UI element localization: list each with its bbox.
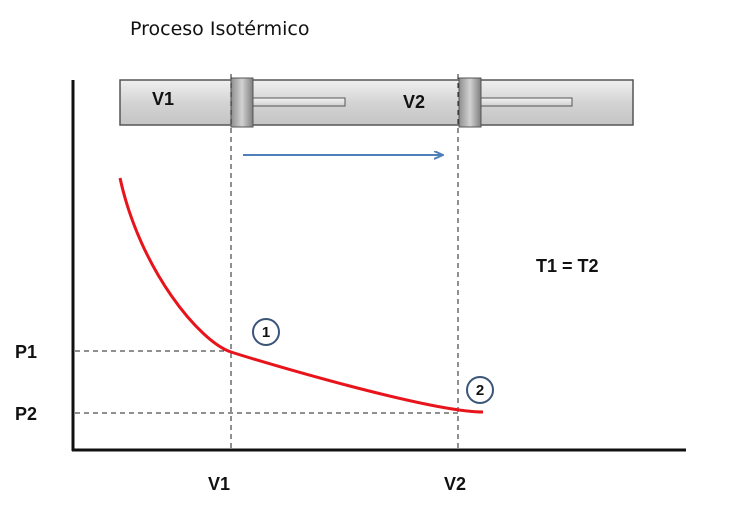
cylinder-volume-2-label: V2: [403, 92, 426, 112]
piston-2: [458, 77, 482, 128]
piston-1: [230, 77, 254, 128]
y-tick-p1: P1: [15, 342, 38, 362]
temperature-condition: T1 = T2: [536, 256, 599, 276]
dashed-guides: [75, 74, 459, 448]
state-point-1: 1: [252, 318, 280, 346]
y-tick-p2: P2: [15, 404, 38, 424]
piston-rod-1: [251, 97, 346, 107]
diagram-title: Proceso Isotérmico: [130, 18, 310, 40]
piston-rod-2: [480, 97, 573, 107]
state-point-2: 2: [466, 376, 494, 404]
x-tick-v1: V1: [208, 474, 231, 494]
cylinder-volume-1-label: V1: [152, 89, 175, 109]
x-tick-v2: V2: [444, 474, 467, 494]
isotherm-curve: [118, 177, 484, 414]
